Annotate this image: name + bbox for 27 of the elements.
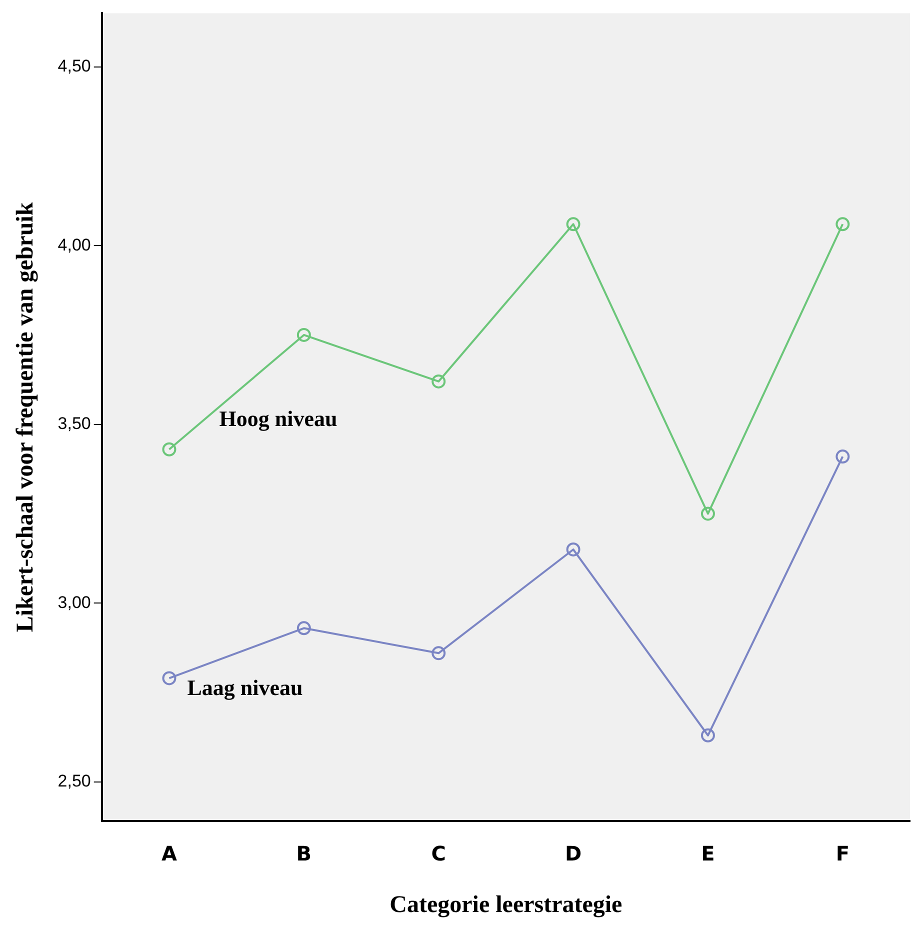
point — [296, 621, 311, 636]
x-tick-label: C — [431, 841, 446, 866]
y-tick-label: 4,50 — [58, 56, 91, 76]
point — [162, 442, 176, 456]
y-tick-label: 3,50 — [58, 414, 91, 434]
point — [836, 450, 850, 464]
point — [296, 328, 311, 342]
point — [836, 217, 850, 232]
x-tick-label: A — [161, 841, 178, 866]
point — [432, 374, 446, 388]
y-axis-title: Likert-schaal voor frequentie van gebruik — [12, 202, 39, 632]
point — [162, 671, 176, 686]
y-tick-label: 3,00 — [58, 592, 91, 612]
series-label: Hoog niveau — [219, 406, 338, 432]
point — [700, 728, 715, 742]
y-tick-label: 4,00 — [58, 235, 91, 254]
x-tick-label: D — [564, 841, 582, 866]
point — [700, 506, 715, 521]
y-tick-label: 2,50 — [58, 772, 91, 791]
x-tick-label: B — [296, 841, 312, 866]
x-tick-label: E — [701, 841, 715, 866]
point — [432, 646, 446, 660]
series-label: Laag niveau — [187, 674, 303, 700]
point — [566, 542, 580, 556]
point — [566, 217, 580, 232]
x-axis-title: Categorie leerstrategie — [390, 892, 623, 918]
x-tick-label: F — [836, 841, 850, 866]
